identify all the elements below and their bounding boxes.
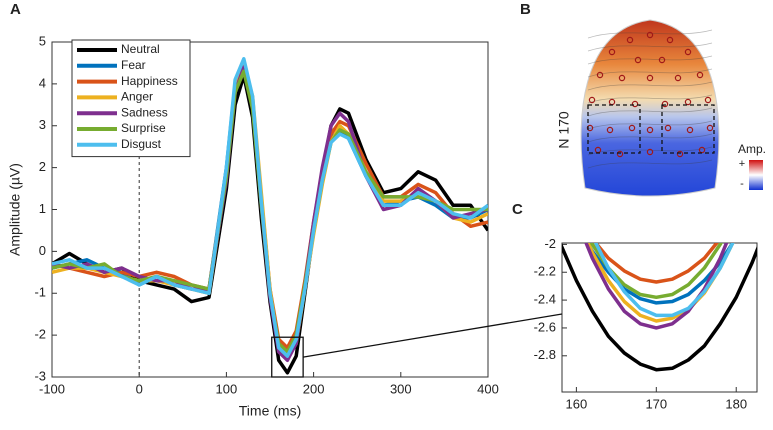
electrode	[606, 126, 614, 134]
electrode	[666, 36, 674, 44]
electrode	[686, 126, 694, 134]
electrode	[676, 150, 684, 158]
electrode	[664, 124, 672, 132]
legend-label: Surprise	[121, 121, 166, 135]
plot-lines	[562, 243, 757, 372]
electrode	[608, 48, 616, 56]
legend-label: Neutral	[121, 42, 160, 56]
colorbar-label: Amp.	[738, 142, 766, 156]
electrode	[684, 48, 692, 56]
electrode	[646, 126, 654, 134]
x-tick-label: 170	[645, 396, 667, 411]
legend-label: Disgust	[121, 137, 162, 151]
electrode	[646, 148, 654, 156]
x-tick-label: 0	[136, 381, 143, 396]
y-tick-label: -2.4	[534, 292, 556, 307]
y-tick-label: -2	[544, 236, 556, 251]
electrode	[696, 71, 704, 79]
panel-label: C	[512, 201, 523, 218]
contour	[587, 29, 713, 39]
electrode	[706, 124, 714, 132]
y-tick-label: -2	[34, 327, 46, 342]
roi-box	[587, 104, 641, 154]
contour	[587, 159, 713, 169]
panel-label: B	[520, 1, 531, 18]
y-tick-label: -2.2	[534, 264, 556, 279]
electrode	[658, 56, 666, 64]
electrode	[704, 96, 712, 104]
roi-box	[661, 104, 715, 154]
contour	[587, 133, 713, 143]
y-tick-label: -2.6	[534, 319, 556, 334]
colorbar	[749, 160, 763, 190]
y-tick-label: 2	[39, 159, 46, 174]
x-tick-label: -100	[39, 381, 65, 396]
contour	[587, 68, 713, 78]
electrode	[674, 74, 682, 82]
x-tick-label: 200	[303, 381, 325, 396]
series-line	[586, 243, 735, 323]
y-tick-label: 0	[39, 243, 46, 258]
contour	[587, 42, 713, 52]
series-line	[593, 243, 735, 318]
x-tick-label: 160	[566, 396, 588, 411]
electrode	[631, 100, 639, 108]
y-tick-label: 5	[39, 33, 46, 48]
series-line	[584, 243, 729, 330]
series-line	[593, 243, 720, 284]
legend-label: Happiness	[121, 74, 178, 88]
electrode	[628, 124, 636, 132]
electrode	[588, 96, 596, 104]
x-tick-label: 100	[216, 381, 238, 396]
y-tick-label: 4	[39, 75, 46, 90]
series-line	[562, 243, 757, 372]
x-tick-label: 300	[390, 381, 412, 396]
colorbar-tick: -	[740, 178, 744, 190]
series-line	[589, 243, 723, 300]
y-tick-label: 1	[39, 201, 46, 216]
x-tick-label: 400	[477, 381, 499, 396]
contour	[587, 120, 713, 130]
scalp-map	[580, 19, 720, 197]
contour	[587, 81, 713, 91]
legend-label: Fear	[121, 58, 146, 72]
electrode	[646, 74, 654, 82]
y-tick-label: -3	[34, 368, 46, 383]
y-axis-label: Amplitude (µV)	[7, 163, 23, 256]
electrode	[616, 150, 624, 158]
contour	[587, 107, 713, 117]
colorbar-tick: +	[739, 158, 745, 170]
plot-lines	[52, 57, 488, 375]
electrode	[646, 31, 654, 39]
electrode	[661, 100, 669, 108]
electrode	[684, 98, 692, 106]
x-axis-label: Time (ms)	[239, 403, 301, 419]
electrode	[626, 36, 634, 44]
y-tick-label: -1	[34, 285, 46, 300]
y-tick-label: 3	[39, 117, 46, 132]
map-label: N 170	[556, 111, 572, 149]
contour	[587, 55, 713, 65]
electrode	[634, 56, 642, 64]
legend-label: Sadness	[121, 105, 168, 119]
electrode	[618, 74, 626, 82]
zoom-connector	[303, 313, 563, 358]
y-tick-label: -2.8	[534, 347, 556, 362]
contour	[587, 94, 713, 104]
electrode	[596, 71, 604, 79]
panel-label: A	[10, 1, 21, 18]
legend-label: Anger	[121, 90, 153, 104]
series-line	[52, 57, 488, 358]
x-tick-label: 180	[725, 396, 747, 411]
